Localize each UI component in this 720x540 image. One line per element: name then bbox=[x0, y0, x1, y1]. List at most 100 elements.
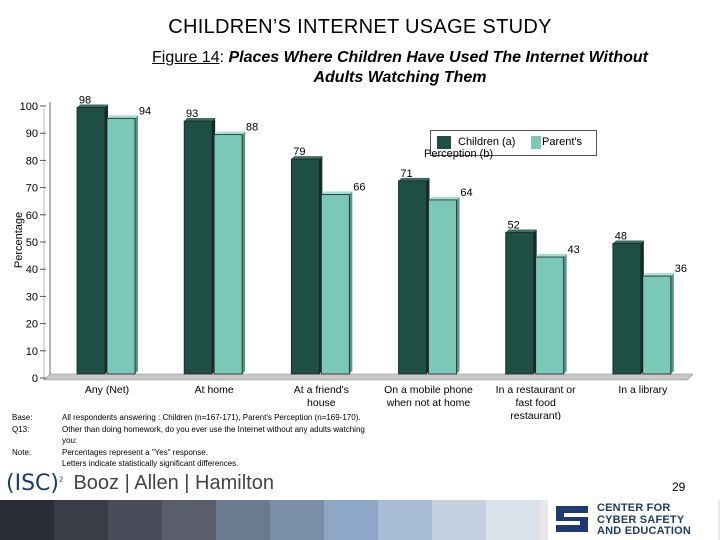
bar bbox=[320, 194, 350, 375]
footer-stripe bbox=[324, 500, 378, 540]
booz-allen-hamilton-logo: Booz | Allen | Hamilton bbox=[73, 471, 274, 494]
category-label: fast food bbox=[516, 397, 556, 409]
ccse-logo-mark bbox=[548, 498, 718, 540]
bar bbox=[290, 158, 320, 375]
figure-separator: : bbox=[219, 49, 229, 66]
note-key: Base: bbox=[12, 413, 33, 422]
bar-side bbox=[135, 115, 138, 374]
category-label: In a restaurant or bbox=[496, 384, 576, 396]
data-label: 36 bbox=[675, 263, 687, 275]
bar-top bbox=[184, 118, 216, 122]
figure-title-text: Places Where Children Have Used The Inte… bbox=[228, 49, 648, 86]
category-label: At home bbox=[195, 384, 234, 396]
data-label: 43 bbox=[568, 244, 580, 256]
note-key: Q13: bbox=[12, 424, 30, 434]
bar-top bbox=[398, 177, 430, 181]
note-row: Base: All respondents answering : Childre… bbox=[12, 412, 382, 424]
bar-side bbox=[242, 131, 246, 374]
bar-top bbox=[642, 273, 674, 277]
bar bbox=[612, 243, 642, 375]
bar-side bbox=[349, 191, 353, 374]
legend bbox=[430, 130, 597, 156]
bar-top bbox=[107, 115, 138, 119]
bar bbox=[398, 180, 427, 375]
y-tick-label: 30 bbox=[26, 291, 38, 303]
bar bbox=[642, 275, 672, 375]
slide-title: CHILDREN’S INTERNET USAGE STUDY bbox=[168, 16, 552, 38]
bar bbox=[535, 256, 565, 375]
data-label: 64 bbox=[460, 187, 472, 199]
data-label: 71 bbox=[400, 168, 412, 180]
category-label: At a friend's bbox=[294, 384, 349, 396]
data-label: 52 bbox=[508, 220, 520, 232]
y-tick-label: 0 bbox=[32, 373, 38, 385]
note-text: Letters indicate statistically significa… bbox=[62, 459, 239, 468]
bar-top bbox=[428, 196, 460, 200]
bar bbox=[505, 232, 535, 375]
bar-top bbox=[214, 131, 246, 135]
y-tick-label: 10 bbox=[26, 346, 38, 358]
y-tick-label: 80 bbox=[26, 155, 38, 167]
bar-top bbox=[535, 254, 567, 258]
y-axis-label: Percentage bbox=[13, 212, 25, 268]
footer-stripe bbox=[270, 500, 324, 540]
data-label: 98 bbox=[79, 94, 91, 106]
category-label: restaurant) bbox=[510, 410, 561, 420]
footer-stripe bbox=[378, 500, 432, 540]
category-label: house bbox=[307, 397, 336, 409]
notes: Base: All respondents answering : Childre… bbox=[12, 412, 382, 470]
bar-side bbox=[456, 196, 460, 374]
data-label: 66 bbox=[353, 181, 365, 193]
bar-side bbox=[563, 254, 567, 374]
legend-swatch-parents bbox=[531, 136, 541, 149]
note-row: Note: Percentages represent a "Yes" respo… bbox=[12, 447, 382, 459]
footer-stripe bbox=[216, 500, 270, 540]
footer-stripes bbox=[0, 500, 540, 540]
bar-chart: 0 10 20 30 40 50 60 70 80 90 100 Percentage 98 94 Any … bbox=[13, 94, 694, 420]
y-tick-label: 40 bbox=[26, 264, 38, 276]
bar-top bbox=[505, 229, 537, 233]
bar-side bbox=[670, 273, 674, 374]
footer-stripe bbox=[108, 500, 162, 540]
footer-stripe bbox=[432, 500, 486, 540]
y-tick-label: 20 bbox=[26, 319, 38, 331]
chart-floor bbox=[43, 373, 694, 381]
footer-stripe bbox=[162, 500, 216, 540]
note-key: Note: bbox=[12, 447, 32, 457]
bar bbox=[106, 117, 136, 375]
footer-stripe bbox=[486, 500, 540, 540]
data-label: 79 bbox=[293, 146, 305, 158]
legend-swatch-children bbox=[437, 136, 451, 149]
bar-top bbox=[77, 104, 108, 108]
footer-stripe bbox=[0, 500, 54, 540]
note-row: Letters indicate statistically significa… bbox=[12, 458, 382, 470]
figure-label: Figure 14 bbox=[152, 49, 220, 66]
data-label: 93 bbox=[186, 108, 198, 120]
bar bbox=[213, 134, 243, 375]
footer-stripe bbox=[54, 500, 108, 540]
category-label: Any (Net) bbox=[85, 384, 129, 396]
note-text: Percentages represent a "Yes" response. bbox=[62, 447, 208, 457]
ccse-logo-text: CENTER FOR CYBER SAFETY AND EDUCATION bbox=[597, 502, 692, 537]
bar bbox=[428, 199, 457, 375]
legend-line1: Children (a) bbox=[458, 136, 516, 148]
y-tick-label: 50 bbox=[26, 237, 38, 249]
bar bbox=[183, 120, 213, 375]
legend-label-parents: Parent's bbox=[542, 136, 583, 148]
page-number: 29 bbox=[672, 480, 686, 494]
category-label: In a library bbox=[618, 384, 668, 396]
bar-top bbox=[291, 156, 323, 160]
bar bbox=[76, 107, 106, 375]
data-label: 94 bbox=[139, 105, 151, 117]
partner-logos: (ISC)2 Booz | Allen | Hamilton bbox=[6, 468, 274, 498]
note-text: Other than doing homework, do you ever u… bbox=[62, 424, 365, 446]
category-label: when not at home bbox=[386, 397, 471, 409]
note-row: Q13: Other than doing homework, do you ev… bbox=[12, 424, 382, 447]
legend-line2: Perception (b) bbox=[424, 148, 494, 160]
note-text: All respondents answering : Children (n=… bbox=[62, 413, 361, 422]
y-tick-label: 70 bbox=[26, 183, 38, 195]
data-label: 48 bbox=[615, 230, 627, 242]
isc2-logo: (ISC)2 bbox=[6, 470, 64, 496]
y-tick-label: 90 bbox=[26, 128, 38, 140]
bar-top bbox=[321, 191, 353, 195]
